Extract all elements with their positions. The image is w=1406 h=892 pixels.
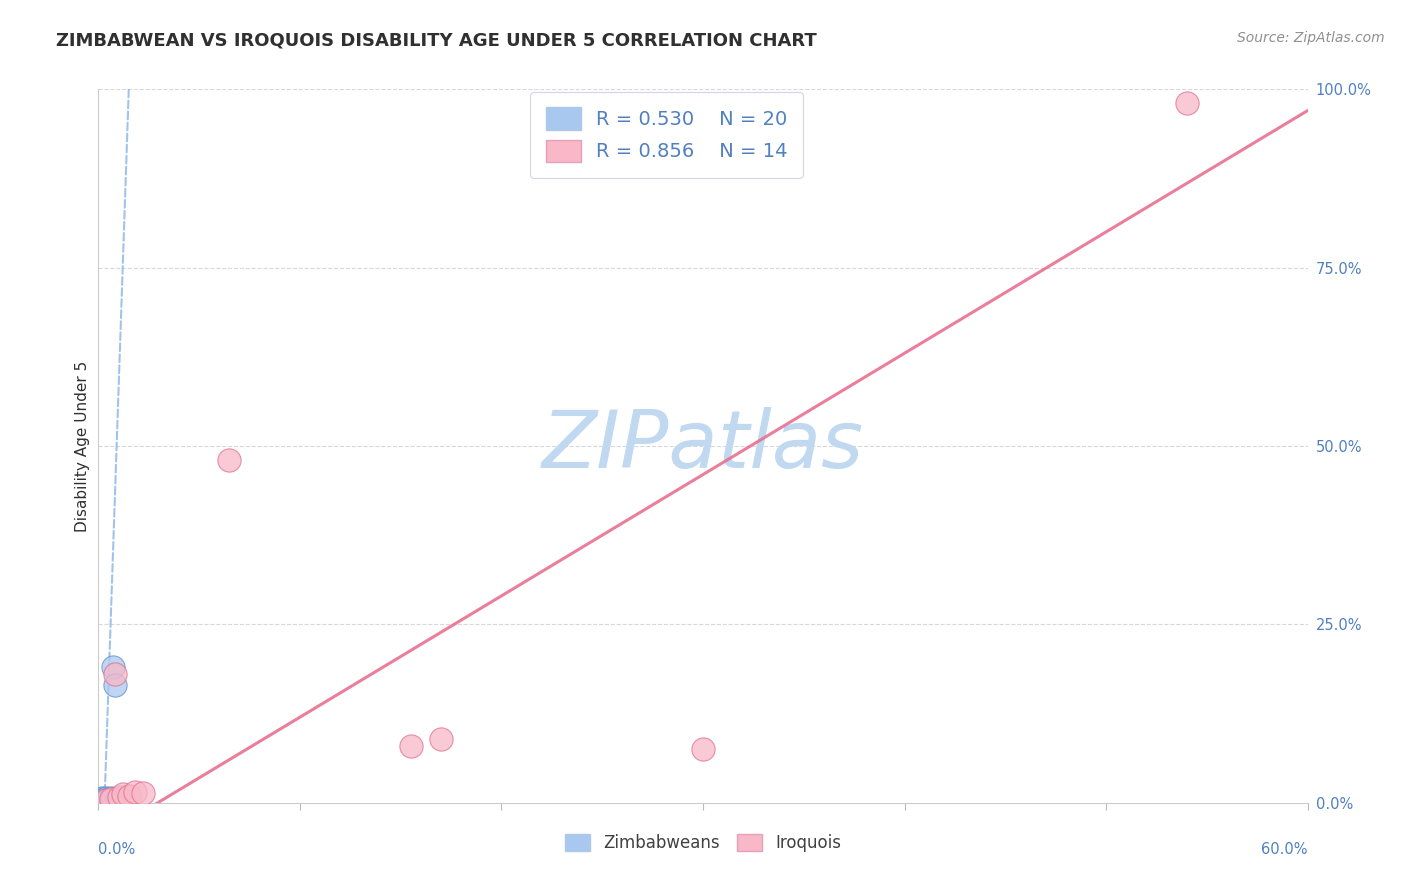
Point: [100, 792, 122, 806]
Point: [97, 791, 120, 805]
Point: [96, 790, 118, 805]
Y-axis label: Disability Age Under 5: Disability Age Under 5: [75, 360, 90, 532]
Point: [430, 731, 453, 746]
Point: [97, 793, 120, 807]
Point: [101, 791, 124, 805]
Point: [89, 793, 111, 807]
Point: [1175, 96, 1198, 111]
Point: [105, 792, 128, 806]
Point: [91, 790, 114, 805]
Point: [132, 786, 155, 800]
Point: [93, 793, 115, 807]
Text: Source: ZipAtlas.com: Source: ZipAtlas.com: [1237, 31, 1385, 45]
Point: [93, 791, 115, 805]
Point: [218, 453, 240, 467]
Point: [91, 794, 114, 808]
Point: [399, 739, 422, 753]
Point: [96, 794, 118, 808]
Point: [96, 793, 118, 807]
Point: [101, 660, 124, 674]
Point: [103, 667, 125, 681]
Text: 60.0%: 60.0%: [1261, 842, 1308, 857]
Point: [100, 791, 122, 805]
Point: [89, 791, 111, 805]
Point: [100, 790, 122, 805]
Text: ZIPatlas: ZIPatlas: [541, 407, 865, 485]
Point: [103, 678, 125, 692]
Point: [692, 742, 714, 756]
Point: [111, 787, 134, 801]
Point: [89, 794, 111, 808]
Point: [107, 791, 129, 805]
Point: [107, 790, 129, 805]
Point: [91, 792, 114, 806]
Point: [124, 785, 146, 799]
Legend: Zimbabweans, Iroquois: Zimbabweans, Iroquois: [558, 827, 848, 859]
Point: [96, 792, 118, 806]
Text: ZIMBABWEAN VS IROQUOIS DISABILITY AGE UNDER 5 CORRELATION CHART: ZIMBABWEAN VS IROQUOIS DISABILITY AGE UN…: [56, 31, 817, 49]
Text: 0.0%: 0.0%: [98, 842, 135, 857]
Point: [118, 789, 141, 803]
